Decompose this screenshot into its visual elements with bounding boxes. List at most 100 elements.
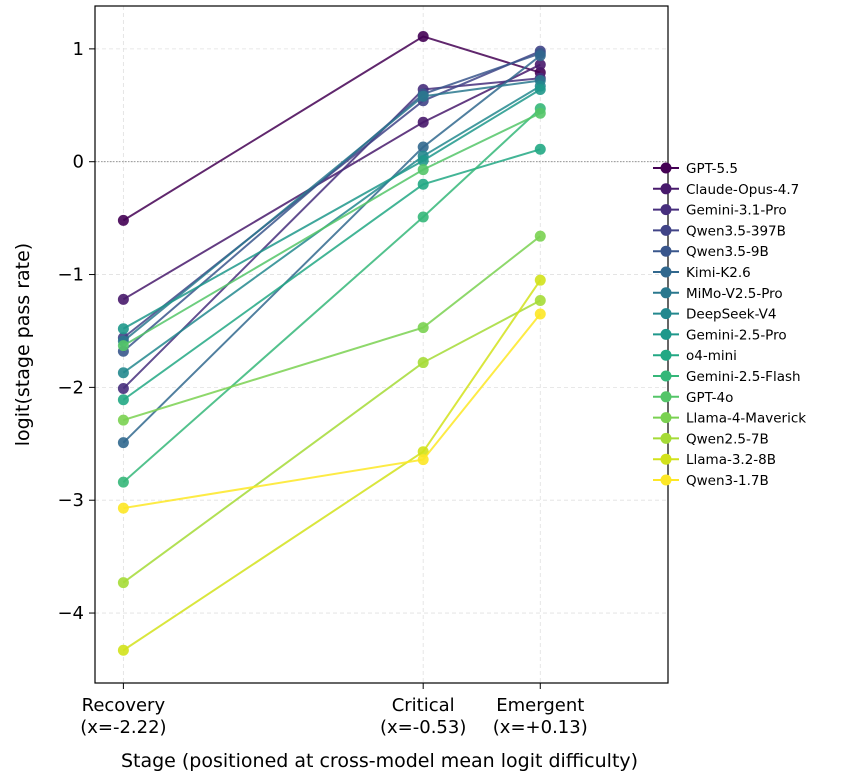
legend-swatch-marker (660, 391, 672, 403)
legend-swatch-marker (660, 204, 672, 216)
legend-swatch-marker (660, 245, 672, 257)
legend-label: Qwen3.5-9B (686, 244, 769, 260)
series-line (122, 88, 541, 330)
data-point (117, 394, 129, 406)
legend-swatch-marker (660, 453, 672, 465)
data-point (117, 293, 129, 305)
data-point (417, 141, 429, 153)
data-point (534, 274, 546, 286)
legend-swatch-marker (660, 287, 672, 299)
series-line (122, 279, 542, 652)
data-point (534, 308, 546, 320)
legend-label: Qwen3.5-397B (686, 223, 786, 239)
data-point (417, 322, 429, 334)
legend-swatch-marker (660, 349, 672, 361)
data-point (417, 30, 429, 42)
legend-entry[interactable]: Gemini-3.1-Pro (653, 203, 787, 219)
legend-label: Claude-Opus-4.7 (686, 182, 799, 198)
series-line (122, 112, 541, 347)
series-llama-3-2-8b (117, 274, 546, 656)
data-point (417, 446, 429, 458)
data-point (117, 644, 129, 656)
legend-entry[interactable]: Qwen3-1.7B (653, 473, 769, 489)
legend-entry[interactable]: Gemini-2.5-Flash (653, 369, 801, 385)
legend-label: Llama-3.2-8B (686, 452, 776, 468)
legend-swatch-marker (660, 370, 672, 382)
series-line (122, 77, 541, 390)
legend[interactable]: GPT-5.5 Claude-Opus-4.7 Gemini-3.1-Pro Qwen… (653, 161, 806, 489)
data-point (534, 143, 546, 155)
legend-label: Gemini-2.5-Flash (686, 369, 801, 385)
series-line (122, 148, 541, 401)
legend-entry[interactable]: Qwen3.5-397B (653, 223, 786, 239)
legend-swatch-marker (660, 162, 672, 174)
data-point (117, 577, 129, 589)
series-line (122, 85, 541, 374)
legend-entry[interactable]: Qwen2.5-7B (653, 431, 769, 447)
series-line (122, 52, 541, 353)
legend-swatch-marker (660, 183, 672, 195)
legend-entry[interactable]: GPT-5.5 (653, 161, 738, 177)
legend-entry[interactable]: o4-mini (653, 348, 737, 364)
data-point (117, 383, 129, 395)
y-tick-label: −4 (57, 603, 84, 624)
legend-label: Gemini-2.5-Pro (686, 327, 787, 343)
data-point (117, 214, 129, 226)
legend-swatch-marker (660, 432, 672, 444)
data-point (417, 155, 429, 167)
x-axis-ticks: Recovery(x=-2.22) Critical(x=-0.53) Emerge… (80, 683, 588, 738)
series-claude-opus-4-7 (117, 59, 546, 305)
y-tick-label: −1 (57, 265, 84, 286)
data-point (117, 437, 129, 449)
legend-label: DeepSeek-V4 (686, 307, 776, 323)
data-point (417, 211, 429, 223)
series-gpt-5-5 (117, 30, 546, 226)
series-o4-mini (117, 143, 546, 406)
legend-entry[interactable]: MiMo-V2.5-Pro (653, 286, 783, 302)
x-tick-label: Critical (392, 695, 455, 716)
legend-entry[interactable]: Llama-3.2-8B (653, 452, 776, 468)
legend-entry[interactable]: DeepSeek-V4 (653, 307, 776, 323)
y-axis-title: logit(stage pass rate) (12, 243, 34, 446)
data-point (117, 340, 129, 352)
legend-entry[interactable]: Gemini-2.5-Pro (653, 327, 787, 343)
y-tick-label: 1 (73, 39, 84, 60)
data-point (417, 454, 429, 466)
series-gpt-4o (117, 107, 546, 352)
data-point (417, 90, 429, 102)
series-qwen2-5-7b (117, 294, 546, 589)
legend-entry[interactable]: Claude-Opus-4.7 (653, 182, 799, 198)
data-point (534, 107, 546, 119)
data-point (117, 323, 129, 335)
legend-swatch-marker (660, 474, 672, 486)
legend-label: GPT-4o (686, 390, 733, 406)
data-point (534, 294, 546, 306)
data-point (117, 476, 129, 488)
series-gemini-2-5-flash (117, 103, 546, 488)
data-point (117, 414, 129, 426)
legend-label: Qwen3-1.7B (686, 473, 769, 489)
plot-frame (94, 5, 669, 684)
legend-entry[interactable]: Kimi-K2.6 (653, 265, 751, 281)
legend-label: Qwen2.5-7B (686, 431, 769, 447)
series-group (117, 30, 546, 656)
x-tick-label: (x=-2.22) (80, 717, 166, 738)
data-point (417, 357, 429, 369)
data-point (117, 367, 129, 379)
data-point (417, 116, 429, 128)
x-tick-label: Emergent (496, 695, 584, 716)
legend-entry[interactable]: Qwen3.5-9B (653, 244, 769, 260)
legend-swatch-marker (660, 224, 672, 236)
legend-swatch-marker (660, 266, 672, 278)
data-point (417, 164, 429, 176)
data-point (117, 502, 129, 514)
legend-label: o4-mini (686, 348, 737, 364)
x-tick-label: (x=+0.13) (493, 717, 588, 738)
series-gemini-2-5-pro (117, 83, 546, 335)
legend-label: MiMo-V2.5-Pro (686, 286, 783, 302)
data-point (534, 50, 546, 62)
data-point (534, 83, 546, 95)
legend-entry[interactable]: GPT-4o (653, 390, 733, 406)
legend-entry[interactable]: Llama-4-Maverick (653, 411, 806, 427)
